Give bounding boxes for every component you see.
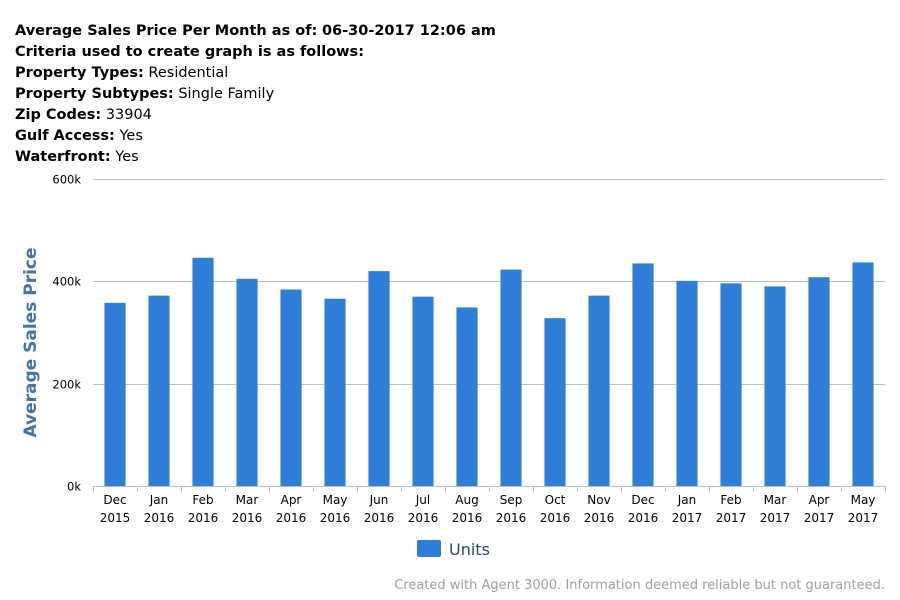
bar[interactable] [236,278,258,486]
title-label: Average Sales Price Per Month as of: [15,23,318,39]
criteria-row-zip-codes: Zip Codes: 33904 [15,105,496,126]
bar[interactable] [544,318,566,486]
y-tick-label: 400k [52,275,81,289]
y-tick-label: 200k [52,378,81,392]
x-tick-label-month: Feb [192,493,213,507]
criteria-heading: Criteria used to create graph is as foll… [15,44,364,60]
x-tick-label-month: Aug [455,493,478,507]
footer-disclaimer: Created with Agent 3000. Information dee… [394,578,885,593]
criteria-value: Residential [148,65,229,81]
x-tick-label-month: Jan [149,493,169,507]
x-tick-label-year: 2016 [276,511,307,525]
criteria-value: Single Family [178,86,275,102]
bar[interactable] [720,283,742,486]
criteria-label: Waterfront: [15,149,111,165]
bar[interactable] [852,262,874,486]
bar[interactable] [676,280,698,486]
x-tick-label-year: 2017 [848,511,879,525]
criteria-row-property-types: Property Types: Residential [15,63,496,84]
bar[interactable] [456,307,478,486]
x-tick-label-year: 2016 [320,511,351,525]
x-tick-label-year: 2016 [540,511,571,525]
bar[interactable] [632,263,654,486]
criteria-value: 33904 [105,107,152,123]
x-tick-label-year: 2017 [760,511,791,525]
y-tick-label: 600k [52,173,81,187]
x-tick-label-month: May [851,493,876,507]
bar[interactable] [412,296,434,486]
criteria-label: Gulf Access: [15,128,115,144]
legend-swatch[interactable] [417,540,441,557]
x-tick-label-year: 2016 [232,511,263,525]
x-tick-label-month: Feb [720,493,741,507]
bar[interactable] [280,289,302,486]
x-tick-label-year: 2016 [584,511,615,525]
legend[interactable]: Units [417,540,490,559]
x-tick-label-month: Nov [587,493,610,507]
bar[interactable] [588,295,610,486]
bar[interactable] [324,298,346,486]
x-tick-label-year: 2017 [804,511,835,525]
legend-label: Units [449,540,490,559]
x-tick-label-year: 2016 [452,511,483,525]
x-tick-label-year: 2016 [364,511,395,525]
bar[interactable] [764,286,786,486]
x-tick-label-month: Dec [631,493,654,507]
x-tick-label-month: Apr [809,493,830,507]
y-axis-title: Average Sales Price [21,247,41,437]
y-tick-label: 0k [67,480,81,494]
x-tick-label-year: 2016 [628,511,659,525]
x-tick-label-month: Sep [500,493,523,507]
x-tick-label-month: May [323,493,348,507]
x-tick-label-year: 2016 [144,511,175,525]
x-tick-label-month: Jan [677,493,697,507]
criteria-row-property-subtypes: Property Subtypes: Single Family [15,84,496,105]
bar[interactable] [104,302,126,486]
criteria-row-waterfront: Waterfront: Yes [15,147,496,168]
x-tick-label-year: 2015 [100,511,131,525]
x-tick-label-month: Jul [415,493,430,507]
title-line: Average Sales Price Per Month as of: 06-… [15,21,496,42]
criteria-label: Zip Codes: [15,107,102,123]
x-tick-label-month: Jun [369,493,389,507]
criteria-value: Yes [119,128,143,144]
x-tick-label-year: 2016 [408,511,439,525]
x-tick-label-month: Mar [236,493,259,507]
bar[interactable] [148,295,170,486]
x-tick-label-month: Apr [281,493,302,507]
bar[interactable] [368,271,390,486]
criteria-heading-line: Criteria used to create graph is as foll… [15,42,496,63]
criteria-label: Property Subtypes: [15,86,174,102]
title-value: 06-30-2017 12:06 am [321,23,496,39]
criteria-value: Yes [115,149,139,165]
x-tick-label-year: 2017 [672,511,703,525]
x-tick-label-year: 2017 [716,511,747,525]
x-tick-label-month: Dec [103,493,126,507]
x-tick-label-year: 2016 [188,511,219,525]
bar[interactable] [192,257,214,486]
bar[interactable] [808,277,830,486]
x-tick-label-month: Oct [545,493,566,507]
criteria-row-gulf-access: Gulf Access: Yes [15,126,496,147]
x-tick-label-month: Mar [764,493,787,507]
criteria-label: Property Types: [15,65,144,81]
bar[interactable] [500,269,522,486]
x-tick-label-year: 2016 [496,511,527,525]
chart-header: Average Sales Price Per Month as of: 06-… [15,21,496,168]
